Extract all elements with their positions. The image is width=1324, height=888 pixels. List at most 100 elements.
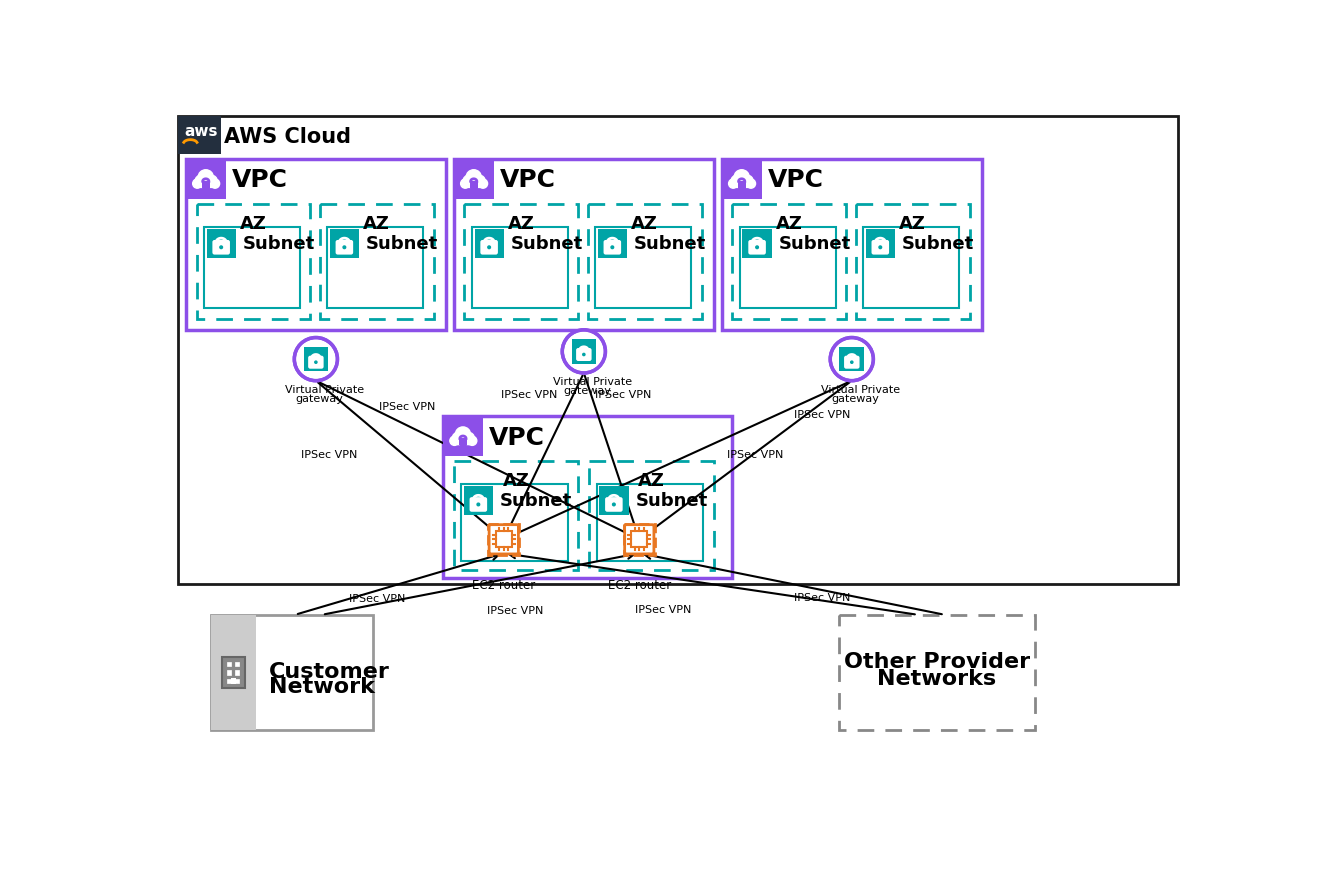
Text: Subnet: Subnet [779,234,851,252]
Text: Virtual Private: Virtual Private [553,377,632,387]
Bar [866,229,895,258]
Bar [496,531,511,547]
Bar [234,662,238,666]
Circle shape [315,361,316,363]
FancyBboxPatch shape [577,349,591,360]
Text: Virtual Private: Virtual Private [821,385,900,394]
Bar [572,339,596,364]
Bar [444,416,732,578]
Text: Virtual Private: Virtual Private [285,385,364,394]
Text: IPSec VPN: IPSec VPN [487,606,543,616]
Circle shape [473,175,486,187]
Text: Subnet: Subnet [242,234,315,252]
Text: gateway: gateway [563,386,610,396]
Circle shape [193,179,203,188]
Circle shape [741,175,753,187]
Circle shape [487,246,490,249]
Bar [226,662,230,666]
Bar [319,203,434,319]
Bar [474,229,503,258]
FancyBboxPatch shape [873,241,888,254]
Bar [204,226,299,307]
FancyBboxPatch shape [625,525,654,554]
Circle shape [478,179,487,188]
Bar [489,524,519,555]
Text: AZ: AZ [632,215,658,234]
Text: AZ: AZ [363,215,391,234]
Bar [838,614,1035,730]
Bar [459,439,467,446]
Text: AZ: AZ [503,472,530,490]
Circle shape [613,503,616,506]
FancyBboxPatch shape [749,241,765,254]
Text: AZ: AZ [776,215,802,234]
Text: AZ: AZ [240,215,267,234]
Circle shape [199,170,213,185]
Bar [330,229,359,258]
Circle shape [728,179,737,188]
Bar [596,226,691,307]
Bar [722,159,761,199]
Bar [624,524,654,555]
Bar [855,203,969,319]
Circle shape [462,432,474,445]
Text: Customer: Customer [269,662,389,682]
Bar [196,203,311,319]
Bar [600,486,629,515]
Circle shape [220,246,222,249]
Bar [454,461,579,570]
Bar [473,226,568,307]
Circle shape [756,246,759,249]
Text: IPSec VPN: IPSec VPN [594,390,651,400]
Bar [327,226,422,307]
Bar [185,159,446,329]
Bar [597,484,703,561]
FancyBboxPatch shape [606,498,621,511]
Bar [463,486,493,515]
Text: Subnet: Subnet [500,492,572,510]
Text: IPSec VPN: IPSec VPN [793,409,850,419]
Circle shape [343,246,346,249]
Text: VPC: VPC [232,169,287,193]
Text: AZ: AZ [899,215,925,234]
Bar [597,229,628,258]
Bar [454,159,494,199]
Bar [470,181,478,188]
Text: IPSec VPN: IPSec VPN [500,390,557,400]
Bar [222,657,245,688]
Text: IPSec VPN: IPSec VPN [793,593,850,603]
Circle shape [294,337,338,381]
Text: VPC: VPC [500,169,556,193]
Circle shape [195,175,208,187]
Circle shape [461,179,470,188]
Text: gateway: gateway [831,393,879,404]
Text: IPSec VPN: IPSec VPN [727,449,784,460]
Bar [722,159,982,329]
Circle shape [879,246,882,249]
FancyBboxPatch shape [845,357,858,368]
Text: IPSec VPN: IPSec VPN [348,594,405,605]
Bar [589,461,714,570]
Bar [203,181,209,188]
Circle shape [731,175,743,187]
Circle shape [851,361,853,363]
Text: gateway: gateway [295,393,343,404]
Bar [863,226,959,307]
Bar [185,159,226,199]
FancyBboxPatch shape [310,357,323,368]
Circle shape [205,175,217,187]
Circle shape [211,179,220,188]
Text: Subnet: Subnet [365,234,438,252]
Bar [177,115,221,155]
Text: IPSec VPN: IPSec VPN [301,449,357,460]
FancyBboxPatch shape [605,241,620,254]
Text: Other Provider: Other Provider [843,652,1030,671]
Circle shape [583,353,585,355]
Circle shape [830,337,874,381]
Bar [177,115,1177,584]
Circle shape [455,427,470,442]
Circle shape [466,170,482,185]
Circle shape [463,175,475,187]
Circle shape [450,436,459,446]
FancyBboxPatch shape [336,241,352,254]
